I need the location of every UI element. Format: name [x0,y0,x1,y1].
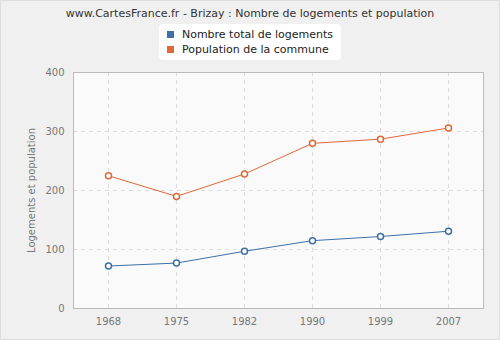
svg-text:100: 100 [45,244,64,255]
svg-text:1975: 1975 [164,316,189,327]
svg-text:1999: 1999 [368,316,393,327]
html-text:Nombre total de logements: Nombre total de logements [181,28,334,41]
svg-text:1968: 1968 [96,316,121,327]
svg-text:200: 200 [45,185,64,196]
html-text:Population de la commune: Population de la commune [181,43,329,56]
svg-text:Logements et population: Logements et population [26,128,37,253]
svg-text:1982: 1982 [232,316,257,327]
svg-text:0: 0 [58,303,64,314]
svg-text:300: 300 [45,126,64,137]
svg-text:1990: 1990 [300,316,325,327]
html-text:www.CartesFrance.fr - Brizay :: www.CartesFrance.fr - Brizay : Nombre de… [65,7,435,20]
svg-text:2007: 2007 [436,316,461,327]
svg-text:400: 400 [45,67,64,78]
